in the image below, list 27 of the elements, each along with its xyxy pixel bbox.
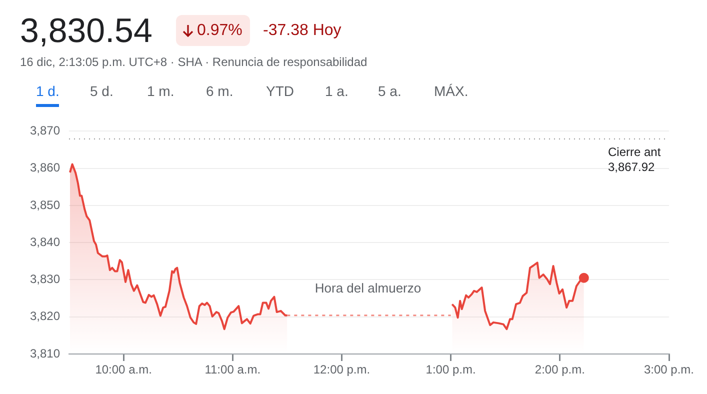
annotation: Hora del almuerzo bbox=[314, 280, 422, 296]
text: 1 m. bbox=[147, 83, 174, 101]
y-tick-label: 3,850 bbox=[30, 198, 60, 212]
text: -37.38 Hoy bbox=[263, 22, 342, 40]
y-tick-label: 3,860 bbox=[30, 160, 60, 175]
text: 0.97% bbox=[197, 22, 242, 40]
x-tick-label: 1:00 p.m. bbox=[426, 362, 476, 377]
text: 1 a. bbox=[325, 83, 348, 101]
ref-line-label: Cierre ant 3,867.92 bbox=[608, 145, 662, 174]
text: YTD bbox=[266, 83, 294, 101]
x-tick-label: 3:00 p.m. bbox=[644, 362, 694, 377]
x-tick-label: 2:00 p.m. bbox=[534, 362, 585, 377]
y-tick-label: 3,830 bbox=[30, 272, 60, 286]
x-tick-label: 12:00 p.m. bbox=[313, 362, 370, 377]
text: MÁX. bbox=[434, 83, 468, 101]
y-tick-label: 3,870 bbox=[30, 124, 60, 138]
text: 6 m. bbox=[206, 83, 234, 101]
x-tick-label: 11:00 a.m. bbox=[204, 362, 261, 377]
x-tick-label: 10:00 a.m. bbox=[95, 362, 152, 377]
chart-subtitle: 16 dic, 2:13:05 p.m. UTC+8 · SHA · Renuncia de responsabilidad bbox=[20, 55, 368, 69]
y-tick-label: 3,840 bbox=[30, 234, 60, 249]
text: 5 d. bbox=[90, 83, 114, 101]
y-tick-label: 3,810 bbox=[30, 346, 60, 360]
text: 5 a. bbox=[378, 83, 402, 101]
chart-title: 3,830.54 bbox=[20, 12, 152, 51]
y-tick-label: 3,820 bbox=[30, 309, 60, 324]
text: 1 d. bbox=[36, 83, 60, 107]
